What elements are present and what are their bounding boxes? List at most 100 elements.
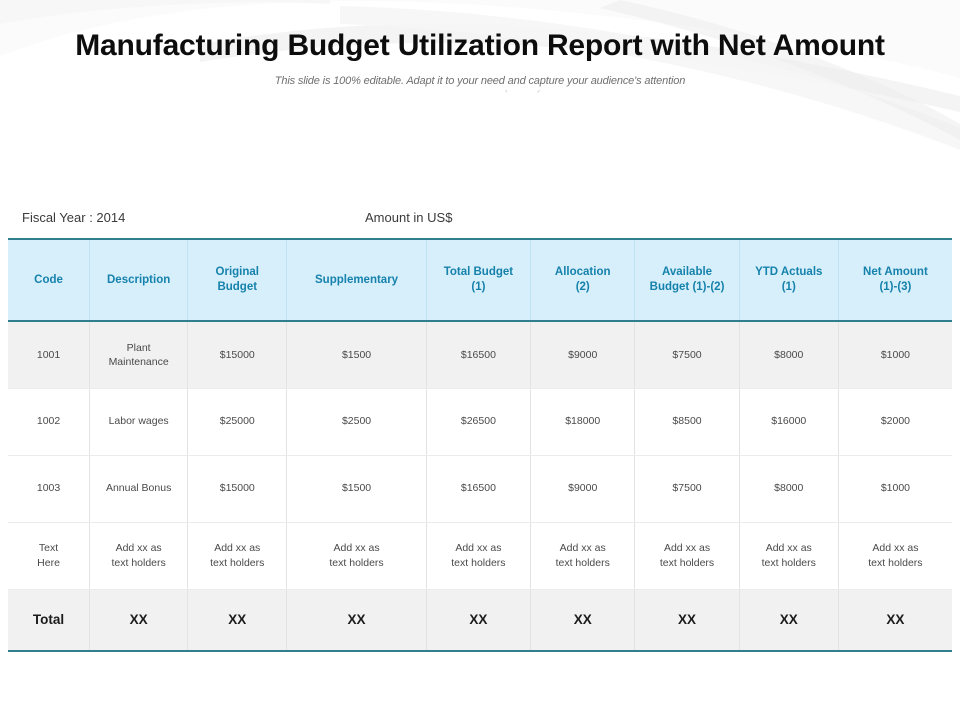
table-cell-r3-c6[interactable]: Add xx as text holders (634, 522, 740, 590)
table-cell-r4-c6[interactable]: XX (634, 589, 740, 652)
column-header-total-budget-1[interactable]: Total Budget (1) (425, 238, 532, 322)
column-header-line: (1)-(3) (879, 281, 912, 293)
cell-line: $1000 (880, 348, 911, 361)
amount-unit-label: Amount in US$ (365, 210, 453, 225)
table-cell-r2-c6[interactable]: $7500 (634, 455, 740, 523)
table-cell-r1-c7[interactable]: $16000 (738, 388, 839, 456)
column-header-line: Code (34, 273, 63, 286)
cell-line: XX (469, 611, 488, 627)
table-cell-r1-c4[interactable]: $26500 (425, 388, 532, 456)
table-cell-r0-c0[interactable]: 1001 (8, 321, 91, 389)
table-cell-r2-c4[interactable]: $16500 (425, 455, 532, 523)
table-cell-r3-c2[interactable]: Add xx as text holders (187, 522, 288, 590)
column-header-available-budget-1-2[interactable]: Available Budget (1)-(2) (634, 238, 740, 322)
table-cell-r2-c3[interactable]: $1500 (286, 455, 427, 523)
table-cell-r0-c1[interactable]: Plant Maintenance (89, 321, 189, 389)
table-cell-r1-c6[interactable]: $8500 (634, 388, 740, 456)
table-cell-r1-c3[interactable]: $2500 (286, 388, 427, 456)
column-header-line: (1) (471, 281, 486, 293)
column-header-line: Allocation (554, 266, 611, 279)
table-cell-r0-c3[interactable]: $1500 (286, 321, 427, 389)
column-header-line: Budget (217, 281, 258, 293)
table-cell-r4-c3[interactable]: XX (286, 589, 427, 652)
table-body: 1001 Plant Maintenance $15000 $1500 $16500 $90… (8, 321, 952, 652)
table-cell-r3-c0[interactable]: Text Here (8, 522, 91, 590)
table-cell-r3-c4[interactable]: Add xx as text holders (425, 522, 532, 590)
table-cell-r0-c8[interactable]: $1000 (837, 321, 952, 389)
table-cell-r1-c1[interactable]: Labor wages (89, 388, 189, 456)
column-header-description[interactable]: Description (89, 238, 189, 322)
table-cell-r2-c0[interactable]: 1003 (8, 455, 91, 523)
table-cell-r4-c8[interactable]: XX (837, 589, 952, 652)
cell-line: Add xx as (115, 542, 162, 555)
column-header-code[interactable]: Code (8, 238, 91, 322)
table-cell-r1-c5[interactable]: $18000 (530, 388, 636, 456)
cell-line: $1500 (341, 348, 372, 361)
table-cell-r2-c8[interactable]: $1000 (837, 455, 952, 523)
budget-utilization-table: Code Description Original Budget Supplementa… (8, 238, 952, 652)
table-row: 1001 Plant Maintenance $15000 $1500 $16500 $90… (8, 321, 952, 389)
table-cell-r4-c2[interactable]: XX (187, 589, 288, 652)
table-cell-r0-c7[interactable]: $8000 (738, 321, 839, 389)
table-cell-r2-c7[interactable]: $8000 (738, 455, 839, 523)
table-row: 1002 Labor wages $25000 $2500 $26500 $18000 $8… (8, 388, 952, 456)
table-cell-r4-c1[interactable]: XX (89, 589, 189, 652)
column-header-line: (1) (781, 281, 796, 293)
cell-line: $25000 (219, 415, 255, 428)
table-cell-r4-c5[interactable]: XX (530, 589, 636, 652)
cell-line: Add xx as (765, 542, 812, 555)
cell-line: $8000 (774, 348, 804, 361)
table-cell-r0-c2[interactable]: $15000 (187, 321, 288, 389)
cell-line: $9000 (568, 482, 598, 495)
cell-line: 1003 (36, 482, 61, 495)
cell-line: $16000 (771, 415, 807, 428)
cell-line: Annual Bonus (105, 482, 172, 495)
column-header-supplementary[interactable]: Supplementary (286, 238, 427, 322)
table-cell-r3-c3[interactable]: Add xx as text holders (286, 522, 427, 590)
cell-line: XX (886, 611, 905, 627)
column-header-line: Budget (1)-(2) (649, 281, 725, 293)
table-header-row: Code Description Original Budget Supplementa… (8, 238, 952, 322)
cell-line: XX (228, 611, 247, 627)
cell-line: text holders (210, 556, 265, 569)
cell-line: text holders (111, 556, 166, 569)
column-header-net-amount-1-3[interactable]: Net Amount (1)-(3) (837, 238, 952, 322)
title-block: Manufacturing Budget Utilization Report … (0, 26, 960, 100)
column-header-ytd-actuals-1[interactable]: YTD Actuals (1) (738, 238, 839, 322)
table-cell-r4-c0[interactable]: Total (8, 589, 91, 652)
cell-line: Here (37, 556, 60, 569)
table-cell-r2-c2[interactable]: $15000 (187, 455, 288, 523)
column-header-line: (2) (575, 281, 590, 293)
table-cell-r3-c1[interactable]: Add xx as text holders (89, 522, 189, 590)
slide-subtitle: This slide is 100% editable. Adapt it to… (274, 74, 686, 87)
column-header-line: Net Amount (863, 266, 928, 279)
cell-line: text holders (659, 556, 715, 569)
budget-table-container: Code Description Original Budget Supplementa… (8, 238, 952, 652)
cell-line: text holders (451, 556, 506, 569)
table-cell-r3-c8[interactable]: Add xx as text holders (837, 522, 952, 590)
table-cell-r1-c0[interactable]: 1002 (8, 388, 91, 456)
cell-line: text holders (329, 556, 384, 569)
table-cell-r2-c5[interactable]: $9000 (530, 455, 636, 523)
table-cell-r4-c4[interactable]: XX (425, 589, 532, 652)
column-header-line: Description (107, 273, 171, 286)
table-cell-r0-c5[interactable]: $9000 (530, 321, 636, 389)
table-cell-r1-c2[interactable]: $25000 (187, 388, 288, 456)
cell-line: $2500 (341, 415, 372, 428)
column-header-allocation-2[interactable]: Allocation (2) (530, 238, 636, 322)
cell-line: Maintenance (108, 355, 169, 368)
table-cell-r3-c7[interactable]: Add xx as text holders (738, 522, 839, 590)
table-cell-r1-c8[interactable]: $2000 (837, 388, 952, 456)
table-cell-r0-c4[interactable]: $16500 (425, 321, 532, 389)
table-cell-r0-c6[interactable]: $7500 (634, 321, 740, 389)
table-cell-r4-c7[interactable]: XX (738, 589, 839, 652)
table-total-row: Total XX XX XX XX XX XX XX XX (8, 589, 952, 652)
cell-line: $1000 (880, 482, 911, 495)
cell-line: $18000 (565, 415, 601, 428)
column-header-original-budget[interactable]: Original Budget (187, 238, 288, 322)
table-cell-r2-c1[interactable]: Annual Bonus (89, 455, 189, 523)
cell-line: $9000 (568, 348, 598, 361)
table-cell-r3-c5[interactable]: Add xx as text holders (530, 522, 636, 590)
cell-line: Add xx as (333, 542, 380, 555)
